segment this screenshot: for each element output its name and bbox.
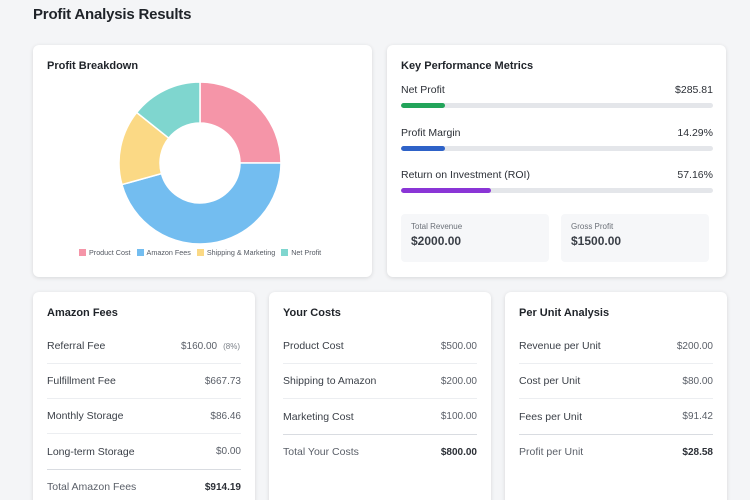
total-revenue-label: Total Revenue	[411, 222, 463, 231]
legend-item-amazon-fees: Amazon Fees	[136, 248, 191, 257]
your-costs-title: Your Costs	[283, 307, 341, 319]
unit-row-fees: Fees per Unit $91.42	[519, 399, 713, 434]
metric-roi: Return on Investment (ROI) 57.16%	[401, 169, 713, 193]
metric-label: Profit Margin	[401, 127, 461, 139]
gross-profit-value: $1500.00	[571, 234, 622, 248]
profit-breakdown-title: Profit Breakdown	[47, 60, 139, 72]
metric-profit-margin: Profit Margin 14.29%	[401, 127, 713, 151]
row-label: Referral Fee	[47, 340, 106, 352]
metric-value: 14.29%	[677, 127, 713, 139]
row-value: $100.00	[440, 411, 477, 422]
cost-row-marketing: Marketing Cost $100.00	[283, 399, 477, 434]
progress-fill	[401, 146, 445, 151]
row-label: Shipping to Amazon	[283, 375, 377, 387]
fee-row-fulfillment: Fulfillment Fee $667.73	[47, 364, 241, 399]
row-value: $160.00	[180, 340, 218, 352]
row-value: $80.00	[682, 375, 713, 387]
progress-fill	[401, 103, 445, 108]
page-title: Profit Analysis Results	[33, 6, 192, 23]
legend-swatch-shipping-marketing	[196, 249, 204, 256]
legend-swatch-amazon-fees	[136, 249, 144, 256]
legend-label-net-profit: Net Profit	[291, 248, 322, 257]
cost-row-total: Total Your Costs $800.00	[283, 434, 477, 469]
legend-label-amazon-fees: Amazon Fees	[146, 248, 191, 257]
row-label: Marketing Cost	[283, 410, 354, 423]
per-unit-card: Per Unit Analysis Revenue per Unit $200.…	[505, 292, 727, 500]
profit-donut-chart	[118, 81, 282, 245]
legend-label-product-cost: Product Cost	[89, 248, 131, 257]
row-note: (8%)	[223, 341, 240, 351]
legend-item-product-cost: Product Cost	[79, 248, 131, 257]
row-value: $28.58	[682, 446, 713, 458]
row-label: Revenue per Unit	[519, 340, 601, 352]
chart-legend: Product Cost Amazon Fees Shipping & Mark…	[79, 248, 321, 257]
metric-label: Net Profit	[401, 84, 445, 96]
row-value: $667.73	[204, 375, 241, 387]
progress-fill	[401, 188, 492, 193]
legend-item-net-profit: Net Profit	[281, 248, 321, 257]
total-revenue-box: Total Revenue $2000.00	[401, 214, 549, 262]
amazon-fees-card: Amazon Fees Referral Fee $160.00 (8%) Ful…	[33, 292, 255, 500]
fee-row-long-term-storage: Long-term Storage $0.00	[47, 434, 241, 469]
legend-swatch-net-profit	[281, 249, 289, 256]
donut-slice-net-profit	[135, 81, 201, 140]
row-label: Fees per Unit	[519, 410, 583, 423]
progress-track	[401, 103, 713, 108]
row-label: Monthly Storage	[47, 410, 124, 422]
row-label: Fulfillment Fee	[47, 375, 116, 387]
progress-track	[401, 188, 713, 193]
fee-row-total: Total Amazon Fees $914.19	[47, 469, 241, 500]
fee-row-monthly-storage: Monthly Storage $86.46	[47, 399, 241, 434]
row-value: $86.46	[210, 410, 241, 422]
key-metrics-card: Key Performance Metrics Net Profit $285.…	[387, 45, 726, 277]
row-label: Total Amazon Fees	[47, 481, 137, 493]
unit-row-revenue: Revenue per Unit $200.00	[519, 329, 713, 364]
cost-row-product: Product Cost $500.00	[283, 329, 477, 364]
metric-label: Return on Investment (ROI)	[401, 169, 530, 181]
cost-row-shipping: Shipping to Amazon $200.00	[283, 364, 477, 399]
row-value: $200.00	[440, 375, 477, 387]
legend-swatch-product-cost	[79, 249, 86, 256]
row-value: $200.00	[676, 340, 713, 352]
unit-row-cost: Cost per Unit $80.00	[519, 364, 713, 399]
row-value: $91.42	[682, 411, 713, 422]
donut-slice-product-cost	[199, 81, 282, 164]
progress-track	[401, 146, 713, 151]
legend-label-shipping-marketing: Shipping & Marketing	[206, 248, 276, 257]
profit-breakdown-card: Profit Breakdown Product Cost Amazon Fee…	[33, 45, 372, 277]
metric-net-profit: Net Profit $285.81	[401, 84, 713, 108]
metric-value: 57.16%	[677, 169, 713, 181]
total-revenue-value: $2000.00	[411, 234, 462, 248]
row-label: Long-term Storage	[47, 445, 135, 458]
row-label: Product Cost	[283, 340, 344, 352]
row-label: Cost per Unit	[519, 375, 581, 387]
gross-profit-label: Gross Profit	[571, 222, 614, 231]
donut-slice-amazon-fees	[121, 162, 282, 245]
gross-profit-box: Gross Profit $1500.00	[561, 214, 709, 262]
row-label: Profit per Unit	[519, 446, 584, 458]
row-value: $500.00	[440, 340, 477, 352]
legend-item-shipping-marketing: Shipping & Marketing	[196, 248, 276, 257]
fee-row-referral: Referral Fee $160.00 (8%)	[47, 329, 241, 364]
row-value: $914.19	[204, 481, 241, 493]
amazon-fees-title: Amazon Fees	[47, 307, 118, 319]
row-value: $0.00	[215, 446, 241, 457]
key-metrics-title: Key Performance Metrics	[401, 60, 534, 72]
row-label: Total Your Costs	[283, 446, 359, 458]
unit-row-profit: Profit per Unit $28.58	[519, 434, 713, 469]
row-value: $800.00	[440, 446, 477, 458]
per-unit-title: Per Unit Analysis	[519, 307, 610, 319]
your-costs-card: Your Costs Product Cost $500.00 Shipping…	[269, 292, 491, 500]
metric-value: $285.81	[675, 84, 713, 96]
